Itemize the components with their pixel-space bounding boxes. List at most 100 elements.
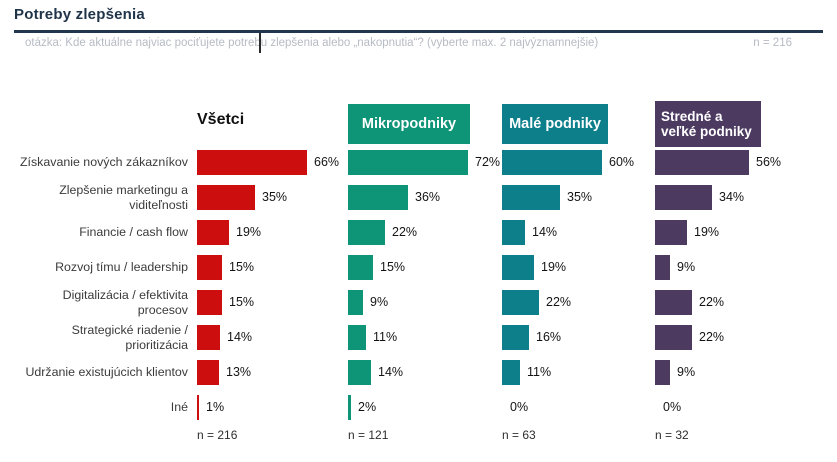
bar-value-label: 11% <box>373 330 398 344</box>
bar <box>655 325 692 350</box>
bar-value-label: 0% <box>510 400 529 414</box>
bar-value-label: 72% <box>475 155 501 169</box>
bar <box>502 150 602 175</box>
survey-question: otázka: Kde aktuálne najviac pociťujete … <box>25 37 599 49</box>
bar-value-label: 14% <box>378 365 404 379</box>
bar-cell: 19% <box>502 250 654 285</box>
bar-cell: 35% <box>502 180 654 215</box>
bar <box>502 255 534 280</box>
text-cursor <box>259 33 261 53</box>
page-title: Potreby zlepšenia <box>14 6 145 23</box>
bar-value-label: 22% <box>392 225 418 239</box>
bar-value-label: 15% <box>380 260 406 274</box>
bar <box>502 325 529 350</box>
column-header-all: Všetci <box>197 111 245 128</box>
bar-cell: 36% <box>348 180 500 215</box>
bar-cell: 1% <box>197 390 349 425</box>
bar-value-label: 56% <box>756 155 782 169</box>
bar-cell: 0% <box>655 390 807 425</box>
bar-value-label: 15% <box>229 295 255 309</box>
bar <box>502 360 520 385</box>
bar <box>348 185 408 210</box>
sample-size-micro: n = 121 <box>348 428 389 442</box>
bar-cell: 72% <box>348 145 500 180</box>
bar-value-label: 14% <box>532 225 558 239</box>
bar-value-label: 14% <box>227 330 253 344</box>
bar-cell: 22% <box>502 285 654 320</box>
bar-cell: 11% <box>348 320 500 355</box>
category-label: Rozvoj tímu / leadership <box>55 260 188 275</box>
bar-cell: 60% <box>502 145 654 180</box>
bar-cell: 16% <box>502 320 654 355</box>
bar-cell: 22% <box>655 320 807 355</box>
bar-cell: 56% <box>655 145 807 180</box>
bar-cell: 19% <box>655 215 807 250</box>
total-sample-size: n = 216 <box>753 37 792 49</box>
category-label: Udržanie existujúcich klientov <box>25 365 188 380</box>
bar <box>655 150 749 175</box>
bar <box>655 220 687 245</box>
bar-value-label: 2% <box>358 400 377 414</box>
bar-value-label: 16% <box>536 330 562 344</box>
bar-cell: 14% <box>502 215 654 250</box>
column-header-micro: Mikropodniky <box>348 104 470 144</box>
sample-size-small: n = 63 <box>502 428 536 442</box>
bar-cell: 22% <box>655 285 807 320</box>
bar-value-label: 34% <box>719 190 745 204</box>
category-label: Digitalizácia / efektivita procesov <box>62 287 188 317</box>
bar-cell: 15% <box>197 285 349 320</box>
bar-value-label: 19% <box>694 225 720 239</box>
bar <box>197 185 255 210</box>
category-label: Financie / cash flow <box>79 225 188 240</box>
bar <box>197 150 307 175</box>
bar <box>348 395 351 420</box>
bar <box>502 220 525 245</box>
bar <box>348 220 385 245</box>
bar-cell: 15% <box>197 250 349 285</box>
bar <box>348 255 373 280</box>
bar <box>197 220 229 245</box>
bar <box>197 325 220 350</box>
bar-value-label: 1% <box>206 400 225 414</box>
sample-size-all: n = 216 <box>197 428 238 442</box>
category-label: Strategické riadenie / prioritizácia <box>71 322 188 352</box>
bar-cell: 0% <box>502 390 654 425</box>
bar <box>655 290 692 315</box>
bar <box>502 290 539 315</box>
bar-value-label: 35% <box>262 190 288 204</box>
bar-value-label: 36% <box>415 190 441 204</box>
bar <box>348 325 366 350</box>
bar-value-label: 35% <box>567 190 593 204</box>
bar-cell: 9% <box>655 250 807 285</box>
bar <box>197 360 219 385</box>
bar <box>502 185 560 210</box>
bar-cell: 14% <box>197 320 349 355</box>
bar <box>197 255 222 280</box>
bar-cell: 9% <box>655 355 807 390</box>
bar-value-label: 13% <box>226 365 252 379</box>
bar-value-label: 60% <box>609 155 635 169</box>
bar <box>655 360 670 385</box>
bar-value-label: 19% <box>541 260 567 274</box>
bar-cell: 11% <box>502 355 654 390</box>
bar-cell: 15% <box>348 250 500 285</box>
bar-value-label: 9% <box>370 295 389 309</box>
bar <box>348 290 363 315</box>
bar-cell: 19% <box>197 215 349 250</box>
column-header-small: Malé podniky <box>502 104 608 144</box>
bar <box>655 255 670 280</box>
bar-value-label: 66% <box>314 155 340 169</box>
sample-size-medium-large: n = 32 <box>655 428 689 442</box>
bar-cell: 13% <box>197 355 349 390</box>
bar-cell: 14% <box>348 355 500 390</box>
bar <box>197 395 199 420</box>
bar-cell: 2% <box>348 390 500 425</box>
bar-cell: 34% <box>655 180 807 215</box>
category-label: Zlepšenie marketingu a viditeľnosti <box>59 182 188 212</box>
bar-cell: 9% <box>348 285 500 320</box>
bar <box>655 185 712 210</box>
bar-cell: 35% <box>197 180 349 215</box>
bar-value-label: 22% <box>546 295 572 309</box>
bar-cell: 22% <box>348 215 500 250</box>
